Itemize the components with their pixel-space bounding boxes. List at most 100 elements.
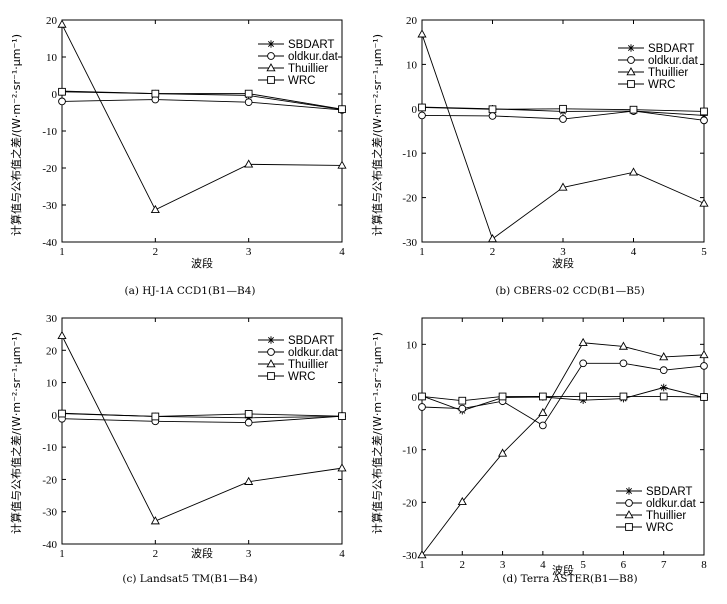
series-thuillier	[57, 330, 347, 525]
legend-marker	[267, 336, 275, 344]
series-thuillier	[57, 19, 347, 214]
legend-label: Thuillier	[646, 510, 686, 522]
data-point	[150, 204, 160, 214]
y-tick-label: -30	[402, 237, 417, 249]
panel-a: -40 -30 -20 -10 0 10 20 1 2 3 4 SBDARToldkur.datThu…	[9, 15, 347, 297]
x-axis-title: 波段	[191, 256, 213, 270]
x-tick-label: 8	[701, 559, 707, 571]
data-point	[418, 103, 426, 112]
data-point	[539, 392, 547, 401]
series-line	[61, 24, 343, 211]
y-tick-label: -40	[42, 539, 57, 551]
data-point	[57, 19, 67, 28]
series-line	[61, 413, 343, 417]
legend-marker	[267, 372, 275, 380]
y-tick-label: 30	[46, 313, 58, 325]
data-point	[458, 404, 467, 413]
y-tick-label: 0	[52, 410, 58, 422]
data-point	[150, 516, 160, 525]
y-tick-label: 20	[406, 15, 418, 27]
y-tick-label: -30	[42, 507, 57, 519]
data-point	[244, 159, 254, 168]
legend-marker	[266, 63, 276, 72]
series-oldkur-dat	[418, 107, 708, 125]
data-point	[659, 366, 668, 374]
x-tick-label: 3	[246, 548, 252, 560]
panel-caption: (b) CBERS-02 CCD(B1—B5)	[495, 285, 644, 297]
data-point	[629, 105, 638, 114]
data-point	[151, 412, 160, 421]
y-tick-label: -10	[402, 148, 417, 160]
x-tick-label: 2	[153, 246, 159, 258]
y-axis-title: 计算值与公布值之差/(W·m⁻²·sr⁻¹·μm⁻¹)	[9, 332, 23, 534]
data-point	[659, 383, 668, 392]
legend-marker	[625, 487, 633, 495]
y-tick-label: 0	[412, 104, 418, 116]
data-point	[539, 421, 547, 430]
x-tick-label: 4	[339, 548, 345, 560]
x-tick-label: 3	[500, 559, 506, 571]
legend-label: SBDART	[648, 43, 694, 55]
data-point	[619, 359, 628, 368]
x-tick-label: 3	[246, 246, 252, 258]
x-tick-label: 4	[540, 559, 546, 571]
data-point	[457, 496, 467, 506]
data-point	[619, 392, 628, 401]
legend-label: Thuillier	[648, 67, 688, 79]
series-line	[61, 415, 343, 424]
legend-marker	[625, 499, 633, 507]
data-point	[487, 233, 498, 243]
series-wrc	[58, 409, 346, 421]
legend-label: SBDART	[288, 39, 334, 51]
x-tick-label: 4	[339, 246, 345, 258]
y-tick-label: -10	[42, 442, 57, 454]
x-tick-label: 2	[490, 246, 496, 258]
legend-label: oldkur.dat	[288, 347, 339, 359]
y-tick-label: -20	[42, 163, 57, 175]
data-point	[488, 105, 497, 114]
data-point	[417, 550, 427, 559]
legend-label: Thuillier	[288, 63, 328, 75]
series-line	[421, 342, 705, 556]
legend-label: WRC	[288, 75, 315, 87]
y-tick-label: 20	[46, 345, 58, 357]
panel-b: -30 -20 -10 0 10 20 1 2 3 4 5 SBDARToldkur.datThuil…	[370, 15, 709, 297]
legend-label: Thuillier	[288, 359, 328, 371]
data-point	[579, 359, 587, 368]
y-tick-label: 20	[46, 15, 58, 27]
panel-caption: (d) Terra ASTER(B1—B8)	[502, 573, 637, 585]
legend-label: oldkur.dat	[288, 51, 339, 63]
panel-d: -30 -20 -10 0 10 1 2 3 4 5 6 7 8 SBDARToldkur.datThui…	[370, 317, 709, 585]
data-point	[700, 111, 708, 120]
legend-marker	[626, 67, 636, 76]
data-point	[578, 337, 588, 347]
legend-marker	[627, 56, 635, 64]
data-point	[244, 418, 253, 427]
data-point	[498, 392, 507, 401]
data-point	[418, 392, 426, 401]
series-thuillier	[417, 337, 709, 559]
data-point	[244, 98, 253, 106]
x-tick-label: 5	[580, 559, 586, 571]
x-axis-title: 波段	[552, 563, 574, 577]
x-tick-label: 2	[153, 548, 159, 560]
y-tick-label: 10	[46, 378, 58, 390]
data-point	[418, 403, 426, 411]
x-tick-label: 4	[631, 246, 637, 258]
series-wrc	[418, 392, 708, 405]
data-point	[699, 349, 709, 359]
data-point	[628, 167, 639, 176]
legend-label: WRC	[288, 371, 315, 383]
legend-label: SBDART	[288, 335, 334, 347]
legend-label: SBDART	[646, 486, 692, 498]
data-point	[700, 116, 708, 125]
series-line	[421, 387, 705, 412]
y-tick-label: 10	[406, 339, 418, 351]
data-point	[700, 362, 708, 370]
y-axis-title: 计算值与公布值之差/(W·m⁻²·sr⁻¹·μm⁻¹)	[9, 34, 23, 236]
x-tick-label: 2	[460, 559, 466, 571]
data-point	[700, 107, 708, 116]
